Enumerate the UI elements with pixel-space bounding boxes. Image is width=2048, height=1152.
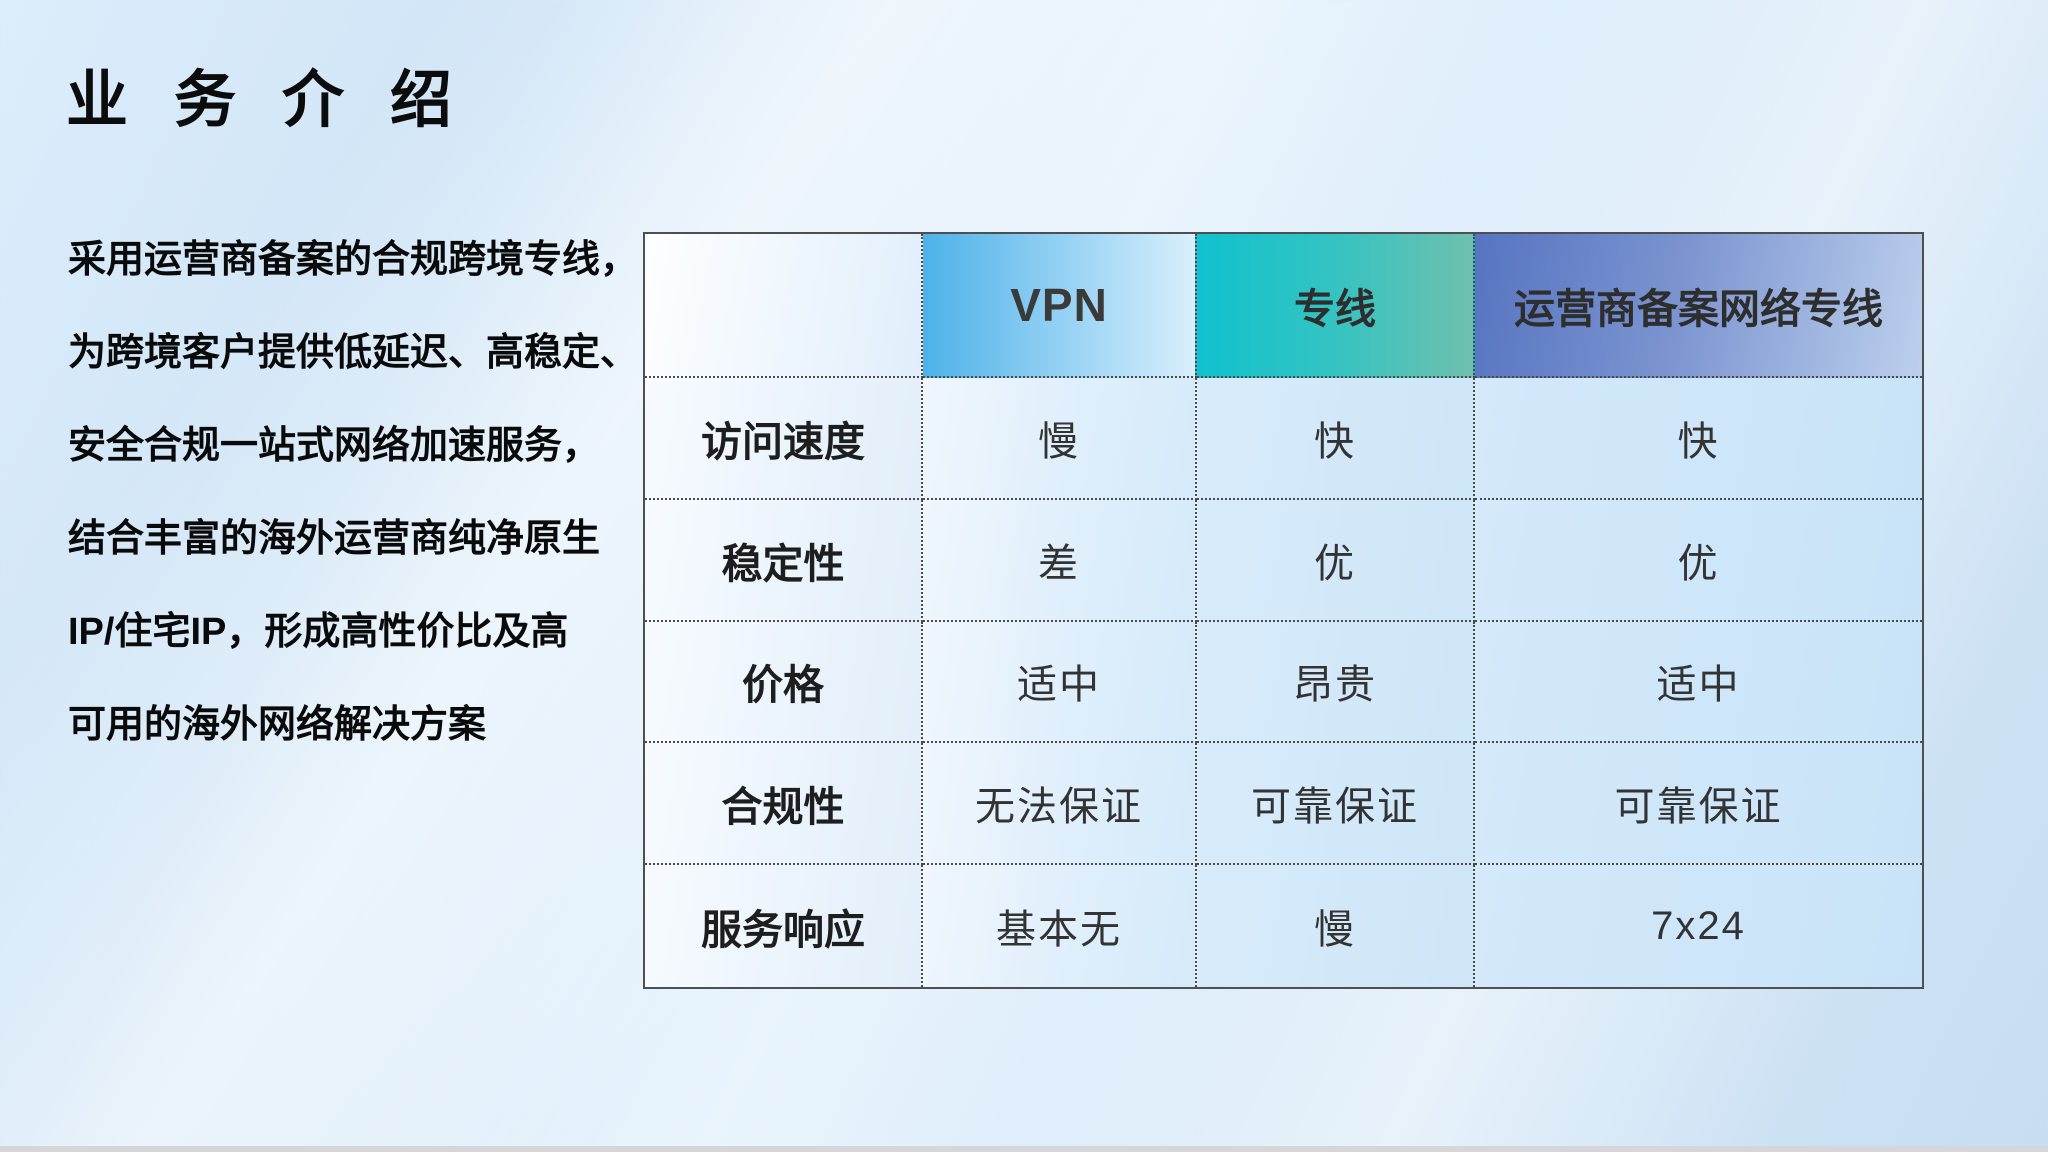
row-label-access-speed: 访问速度 bbox=[645, 378, 923, 500]
header-cell-vpn: VPN bbox=[923, 234, 1197, 378]
intro-paragraph: 采用运营商备案的合规跨境专线， 为跨境客户提供低延迟、高稳定、 安全合规一站式网… bbox=[68, 214, 639, 772]
comparison-table: VPN 专线 运营商备案网络专线 访问速度 慢 快 快 稳定性 差 优 优 价格… bbox=[643, 232, 1924, 989]
column-header-label: 运营商备案网络专线 bbox=[1514, 286, 1883, 332]
table-cell: 慢 bbox=[1197, 865, 1475, 987]
table-cell: 适中 bbox=[923, 621, 1197, 744]
bottom-edge-strip bbox=[0, 1146, 2048, 1152]
table-cell: 无法保证 bbox=[923, 743, 1197, 866]
table-cell: 快 bbox=[1475, 378, 1922, 500]
header-cell-dedicated-line: 专线 bbox=[1197, 234, 1475, 378]
table-cell: 基本无 bbox=[923, 865, 1197, 987]
table-cell: 可靠保证 bbox=[1475, 743, 1922, 866]
table-cell: 差 bbox=[923, 499, 1197, 622]
page-title: 业务介绍 bbox=[66, 66, 499, 135]
intro-line: 可用的海外网络解决方案 bbox=[68, 704, 487, 746]
table-cell: 优 bbox=[1475, 499, 1922, 622]
table-cell: 慢 bbox=[923, 378, 1197, 500]
intro-line: 为跨境客户提供低延迟、高稳定、 bbox=[68, 332, 639, 374]
column-header-label: 专线 bbox=[1294, 286, 1376, 332]
row-label-stability: 稳定性 bbox=[645, 499, 923, 622]
table-cell: 昂贵 bbox=[1197, 621, 1475, 744]
row-label-price: 价格 bbox=[645, 621, 923, 744]
intro-line: 采用运营商备案的合规跨境专线， bbox=[68, 239, 639, 281]
header-cell-carrier-line: 运营商备案网络专线 bbox=[1475, 234, 1922, 378]
intro-line: IP/住宅IP，形成高性价比及高 bbox=[68, 611, 569, 653]
row-label-compliance: 合规性 bbox=[645, 743, 923, 866]
header-cell-empty bbox=[645, 234, 923, 378]
table-cell: 可靠保证 bbox=[1197, 743, 1475, 866]
intro-line: 结合丰富的海外运营商纯净原生 bbox=[68, 518, 601, 560]
table-cell: 优 bbox=[1197, 499, 1475, 622]
row-label-service-response: 服务响应 bbox=[645, 865, 923, 987]
table-cell: 快 bbox=[1197, 378, 1475, 500]
table-cell: 适中 bbox=[1475, 621, 1922, 744]
column-header-label: VPN bbox=[1010, 279, 1108, 331]
intro-line: 安全合规一站式网络加速服务， bbox=[68, 425, 601, 467]
table-cell: 7x24 bbox=[1475, 865, 1922, 987]
